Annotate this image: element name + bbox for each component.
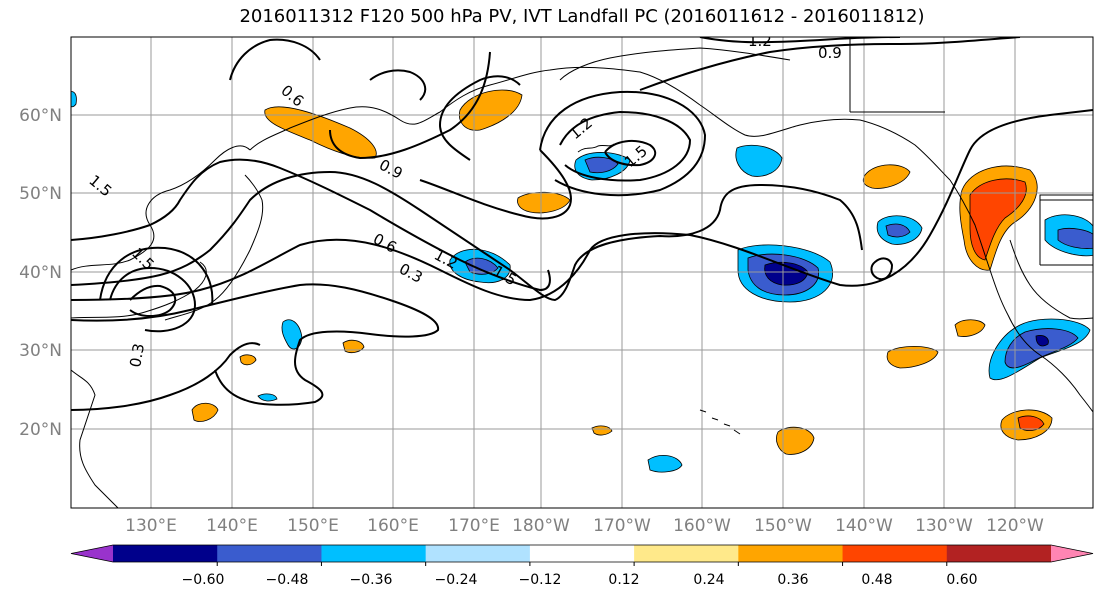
lat-label: 60°N — [19, 106, 62, 126]
positive-anomaly-shading — [191, 89, 1053, 455]
lon-label: 180°W — [512, 516, 570, 536]
colorbar-segment — [842, 545, 948, 562]
lon-label: 150°E — [287, 516, 339, 536]
lon-label: 140°E — [206, 516, 258, 536]
colorbar-tick-label: 0.12 — [608, 572, 639, 588]
colorbar-extend-high — [1051, 545, 1093, 562]
lon-label: 170°E — [448, 516, 500, 536]
pv-contours — [71, 37, 1093, 411]
lon-label: 160°W — [673, 516, 731, 536]
colorbar-tick-label: −0.60 — [182, 572, 225, 588]
colorbar-extend-low — [71, 545, 113, 562]
lon-label: 140°W — [835, 516, 893, 536]
colorbar — [70, 544, 1094, 566]
colorbar-segment — [946, 545, 1052, 562]
map-frame — [70, 36, 1094, 509]
lat-label: 40°N — [19, 263, 62, 283]
map-title: 2016011312 F120 500 hPa PV, IVT Landfall… — [239, 6, 925, 27]
colorbar-segment — [634, 545, 739, 562]
colorbar-tick-label: −0.24 — [435, 572, 478, 588]
lon-label: 130°W — [915, 516, 973, 536]
colorbar-tick-label: −0.12 — [519, 572, 562, 588]
contour-label: 1.2 — [748, 32, 772, 50]
contour-label: 0.9 — [818, 44, 842, 62]
lat-label: 30°N — [19, 341, 62, 361]
lon-label: 120°W — [986, 516, 1044, 536]
lat-label: 50°N — [19, 184, 62, 204]
lat-label: 20°N — [19, 420, 62, 440]
colorbar-segment — [113, 545, 218, 562]
lon-label: 150°W — [754, 516, 812, 536]
negative-anomaly-shading — [71, 91, 1093, 473]
colorbar-segment — [529, 545, 635, 562]
lon-label: 170°W — [593, 516, 651, 536]
contour-label: 0.3 — [126, 342, 148, 369]
colorbar-tick-label: 0.36 — [777, 572, 808, 588]
colorbar-tick-label: −0.36 — [350, 572, 393, 588]
colorbar-outline — [70, 544, 1094, 563]
map-panel: 1.2 0.9 0.6 0.9 1.5 1.2 0.6 0.3 1.5 1.5 … — [71, 32, 1093, 508]
colorbar-tick-label: 0.24 — [693, 572, 724, 588]
lon-label: 160°E — [367, 516, 419, 536]
coastlines — [71, 37, 1093, 508]
colorbar-segment — [217, 545, 322, 562]
colorbar-segment — [738, 545, 844, 562]
lon-label: 130°E — [125, 516, 177, 536]
colorbar-tick-label: 0.48 — [861, 572, 892, 588]
colorbar-tick-label: −0.48 — [266, 572, 309, 588]
colorbar-tick-label: 0.60 — [946, 572, 977, 588]
graticule — [71, 37, 1093, 508]
colorbar-segment — [321, 545, 427, 562]
colorbar-segment — [425, 545, 531, 562]
